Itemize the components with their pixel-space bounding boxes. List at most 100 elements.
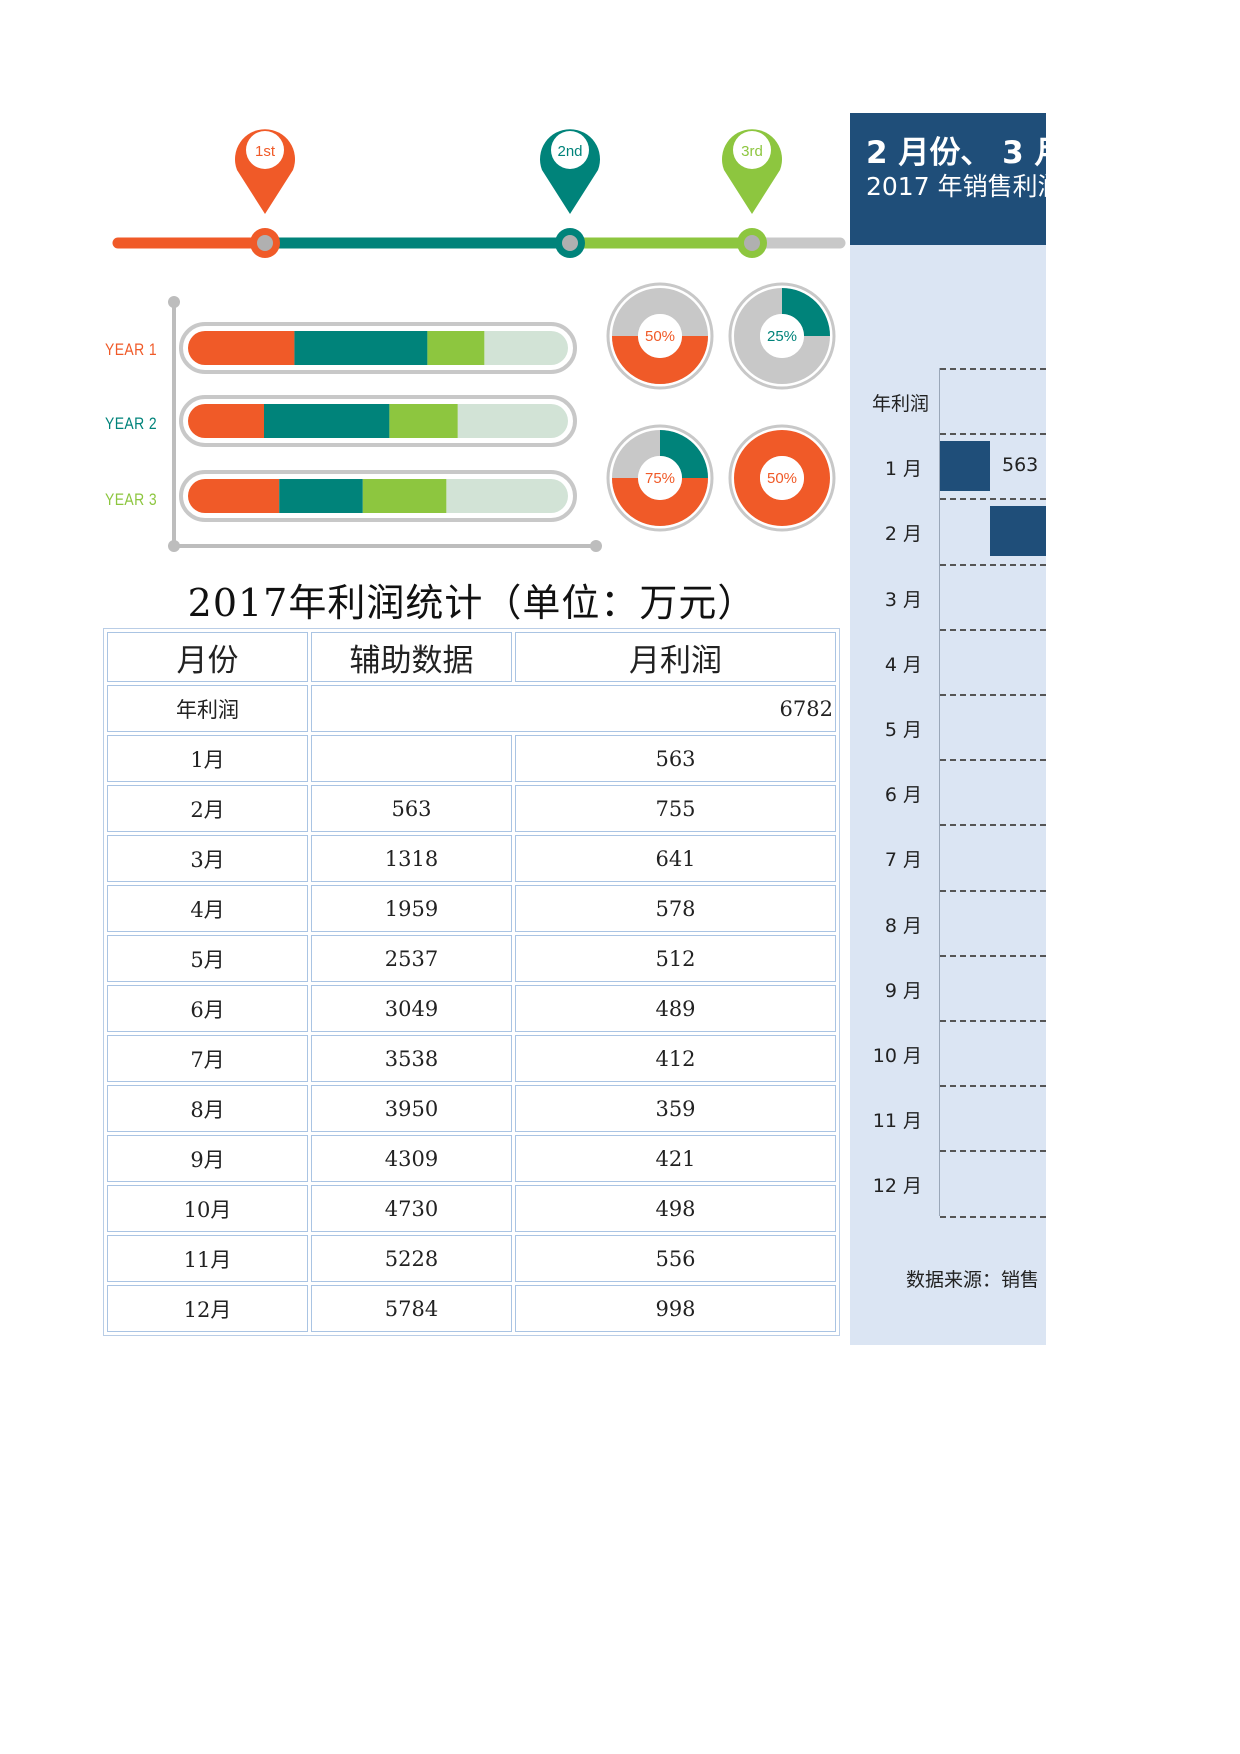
header-profit: 月利润 [515,632,836,682]
grid-line [940,694,1046,696]
chart-subtitle: 2017 年销售利润 [866,172,1046,201]
table-row: 10月 4730 498 [107,1185,836,1232]
category-label: 9 月 [884,979,922,1002]
category-label: 5 月 [884,719,922,741]
timeline-node-3 [737,228,767,258]
pin-label-1: 1st [255,143,276,160]
year-bar-segment [427,331,485,365]
category-label: 6 月 [884,784,922,807]
year-label-3: YEAR 3 [105,490,158,509]
month-cell: 6月 [107,985,308,1032]
profit-cell: 498 [515,1185,836,1232]
category-label: 年利润 [872,393,930,415]
table-row: 12月 5784 998 [107,1285,836,1332]
month-cell: 2月 [107,785,308,832]
source-label: 数据来源：销售 [906,1269,1040,1291]
donut-label: 25% [767,328,797,345]
grid-line [940,954,1046,957]
aux-cell: 1318 [311,835,512,882]
profit-cell: 998 [515,1285,836,1332]
month-cell: 5月 [107,935,308,982]
table-row: 1月 563 [107,735,836,782]
year-bars [179,322,577,522]
profit-cell: 755 [515,785,836,832]
year-bar-segment [362,479,447,513]
year-bar-1 [179,322,577,374]
grid-line [940,1150,1046,1153]
profit-cell: 578 [515,885,836,932]
header-aux: 辅助数据 [311,632,512,682]
chart-header: 2 月份、 3 月 2017 年销售利润 [850,113,1046,245]
category-label: 11 月 [872,1110,922,1133]
profit-cell: 641 [515,835,836,882]
table-row: 2月 563 755 [107,785,836,832]
year-bar-segment [188,479,280,513]
donut-label: 50% [645,328,675,345]
grid-line [940,824,1046,827]
month-cell: 9月 [107,1135,308,1182]
infographic: 1st 2nd 3rd 50% 25% 75% 50% [112,129,846,552]
year-bar-segment [484,331,568,365]
grid-line [940,1085,1046,1088]
profit-cell: 421 [515,1135,836,1182]
waterfall-bar [990,506,1046,557]
chart-panel: 2 月份、 3 月 2017 年销售利润 年利润 1 月 563 2 月 3 月 4 月 5… [850,113,1046,1345]
category-label: 4 月 [884,653,922,676]
month-cell: 12月 [107,1285,308,1332]
grid-line [940,1020,1046,1022]
donut-chart-2: 25% [728,282,836,390]
year-label-1: YEAR 1 [105,340,158,359]
annual-value: 6782 [311,685,836,732]
map-pin-icon: 1st [235,129,295,214]
grid-line [940,759,1046,762]
table-row: 9月 4309 421 [107,1135,836,1182]
grid-line [940,368,1046,370]
year-bar-3 [179,470,577,522]
donut-charts: 50% 25% 75% 50% [606,282,836,532]
table-row: 11月 5228 556 [107,1235,836,1282]
donut-label: 75% [645,470,675,487]
category-label: 2 月 [884,523,922,546]
annual-label: 年利润 [107,685,308,732]
category-label: 10 月 [872,1045,922,1067]
profit-cell: 412 [515,1035,836,1082]
aux-cell: 3538 [311,1035,512,1082]
grid-line [940,628,1046,631]
aux-cell: 4309 [311,1135,512,1182]
header-month: 月份 [107,632,308,682]
aux-cell: 563 [311,785,512,832]
profit-cell: 489 [515,985,836,1032]
year-bar-segment [188,331,295,365]
donut-chart-3: 75% [606,424,714,532]
aux-cell: 5784 [311,1285,512,1332]
pin-label-2: 2nd [557,143,582,160]
donut-label: 50% [767,470,797,487]
timeline-node-2 [555,228,585,258]
grid-line [940,1215,1046,1218]
year-bar-segment [457,404,568,438]
profit-cell: 556 [515,1235,836,1282]
aux-cell: 3049 [311,985,512,1032]
month-cell: 7月 [107,1035,308,1082]
category-axis [939,368,940,1216]
aux-cell: 2537 [311,935,512,982]
profit-cell: 359 [515,1085,836,1132]
grid-line [940,889,1046,892]
waterfall-bar [940,441,990,492]
donut-chart-1: 50% [606,282,714,390]
category-label: 8 月 [884,914,922,937]
table-row: 7月 3538 412 [107,1035,836,1082]
year-label-2: YEAR 2 [105,414,158,433]
table-title: 2017年利润统计（单位：万元） [187,581,757,625]
table-row: 4月 1959 578 [107,885,836,932]
profit-cell: 563 [515,735,836,782]
grid-line [940,498,1046,501]
profit-table: 月份 辅助数据 月利润 年利润 6782 1月 563 2月 563 755 3月 1318… [103,628,840,1336]
aux-cell: 4730 [311,1185,512,1232]
map-pin-icon: 2nd [540,129,600,214]
table-row: 6月 3049 489 [107,985,836,1032]
year-bar-segment [279,479,363,513]
category-label: 1 月 [884,458,922,481]
month-cell: 10月 [107,1185,308,1232]
year-bar-segment [294,331,428,365]
